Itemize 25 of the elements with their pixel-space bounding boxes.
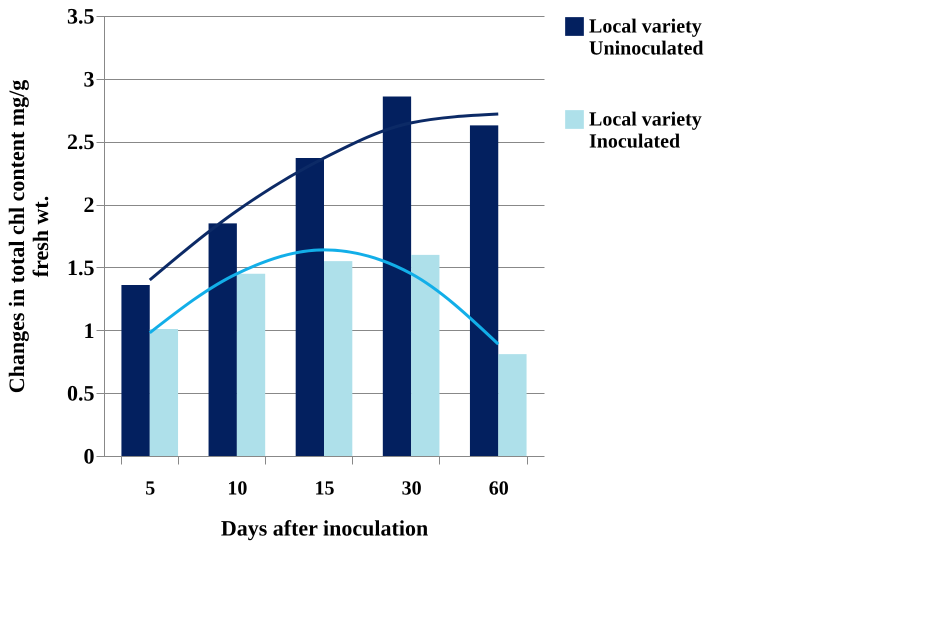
x-axis-title: Days after inoculation <box>220 516 428 540</box>
bar <box>411 254 440 456</box>
bar <box>470 125 498 456</box>
x-tick-label: 5 <box>145 478 156 500</box>
y-tick-label: 2.5 <box>67 129 94 154</box>
x-tick-label: 60 <box>488 478 509 500</box>
line-series <box>148 248 500 346</box>
y-tick-label: 3.5 <box>67 4 94 28</box>
x-tick-label: 10 <box>227 478 248 500</box>
bar <box>150 329 178 456</box>
bar <box>236 274 266 456</box>
x-tick-label: 30 <box>402 478 422 500</box>
y-tick-label: 1.5 <box>67 254 94 280</box>
y-tick-label: 3 <box>84 66 94 92</box>
x-tick-label: 15 <box>314 478 334 500</box>
y-tick-label: 0 <box>84 444 94 468</box>
y-tick-label: 1 <box>84 318 94 343</box>
y-tick-label: 2 <box>84 192 94 218</box>
bar <box>498 354 527 456</box>
y-axis-title: Changes in total chl content mg/g fresh wt. <box>4 80 53 394</box>
legend-label: Local variety Uninoculated <box>589 16 704 60</box>
legend-label: Local variety Inoculated <box>589 108 702 152</box>
bar <box>324 261 352 456</box>
bar <box>121 285 150 456</box>
y-tick-label: 0.5 <box>67 380 94 406</box>
